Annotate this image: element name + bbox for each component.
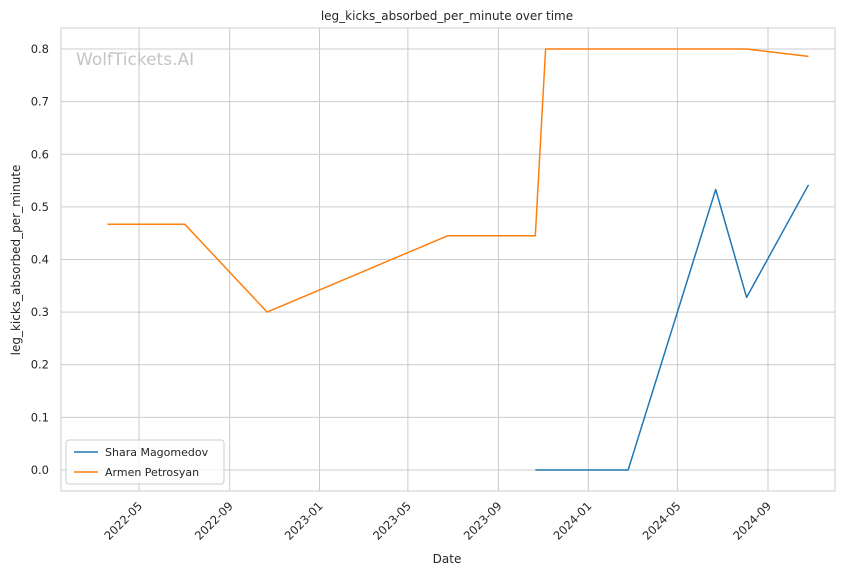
x-axis-label: Date xyxy=(433,552,462,566)
series-line-shara-magomedov xyxy=(535,184,810,471)
legend: Shara Magomedov Armen Petrosyan xyxy=(65,439,225,485)
y-tick-label: 0.3 xyxy=(31,305,49,319)
y-tick-label: 0.8 xyxy=(31,42,49,56)
chart-title: leg_kicks_absorbed_per_minute over time xyxy=(321,9,573,23)
x-tick-label: 2023-09 xyxy=(461,499,505,543)
y-axis-label: leg_kicks_absorbed_per_minute xyxy=(9,165,23,356)
x-tick-label: 2022-09 xyxy=(192,499,236,543)
x-axis-ticks: 2022-05 2022-09 2023-01 2023-05 2023-09 2024-… xyxy=(101,499,774,543)
legend-label-armen-petrosyan: Armen Petrosyan xyxy=(105,466,199,479)
y-tick-label: 0.5 xyxy=(31,200,49,214)
y-tick-label: 0.6 xyxy=(31,147,49,161)
x-tick-label: 2024-05 xyxy=(640,499,684,543)
x-tick-label: 2022-05 xyxy=(101,499,145,543)
x-tick-label: 2024-09 xyxy=(730,499,774,543)
grid xyxy=(61,28,835,491)
legend-box xyxy=(65,439,225,485)
series-line-armen-petrosyan xyxy=(107,48,809,313)
y-axis-ticks: 0.0 0.1 0.2 0.3 0.4 0.5 0.6 0.7 0.8 xyxy=(31,42,49,477)
x-tick-label: 2023-01 xyxy=(282,499,326,543)
y-tick-label: 0.0 xyxy=(31,463,49,477)
series-layer xyxy=(107,48,810,471)
y-tick-label: 0.1 xyxy=(31,410,49,424)
y-tick-label: 0.4 xyxy=(31,253,49,267)
watermark: WolfTickets.AI xyxy=(76,50,194,70)
y-tick-label: 0.2 xyxy=(31,358,49,372)
x-tick-label: 2024-01 xyxy=(551,499,595,543)
x-tick-label: 2023-05 xyxy=(370,499,414,543)
y-tick-label: 0.7 xyxy=(31,95,49,109)
legend-label-shara-magomedov: Shara Magomedov xyxy=(105,446,209,459)
